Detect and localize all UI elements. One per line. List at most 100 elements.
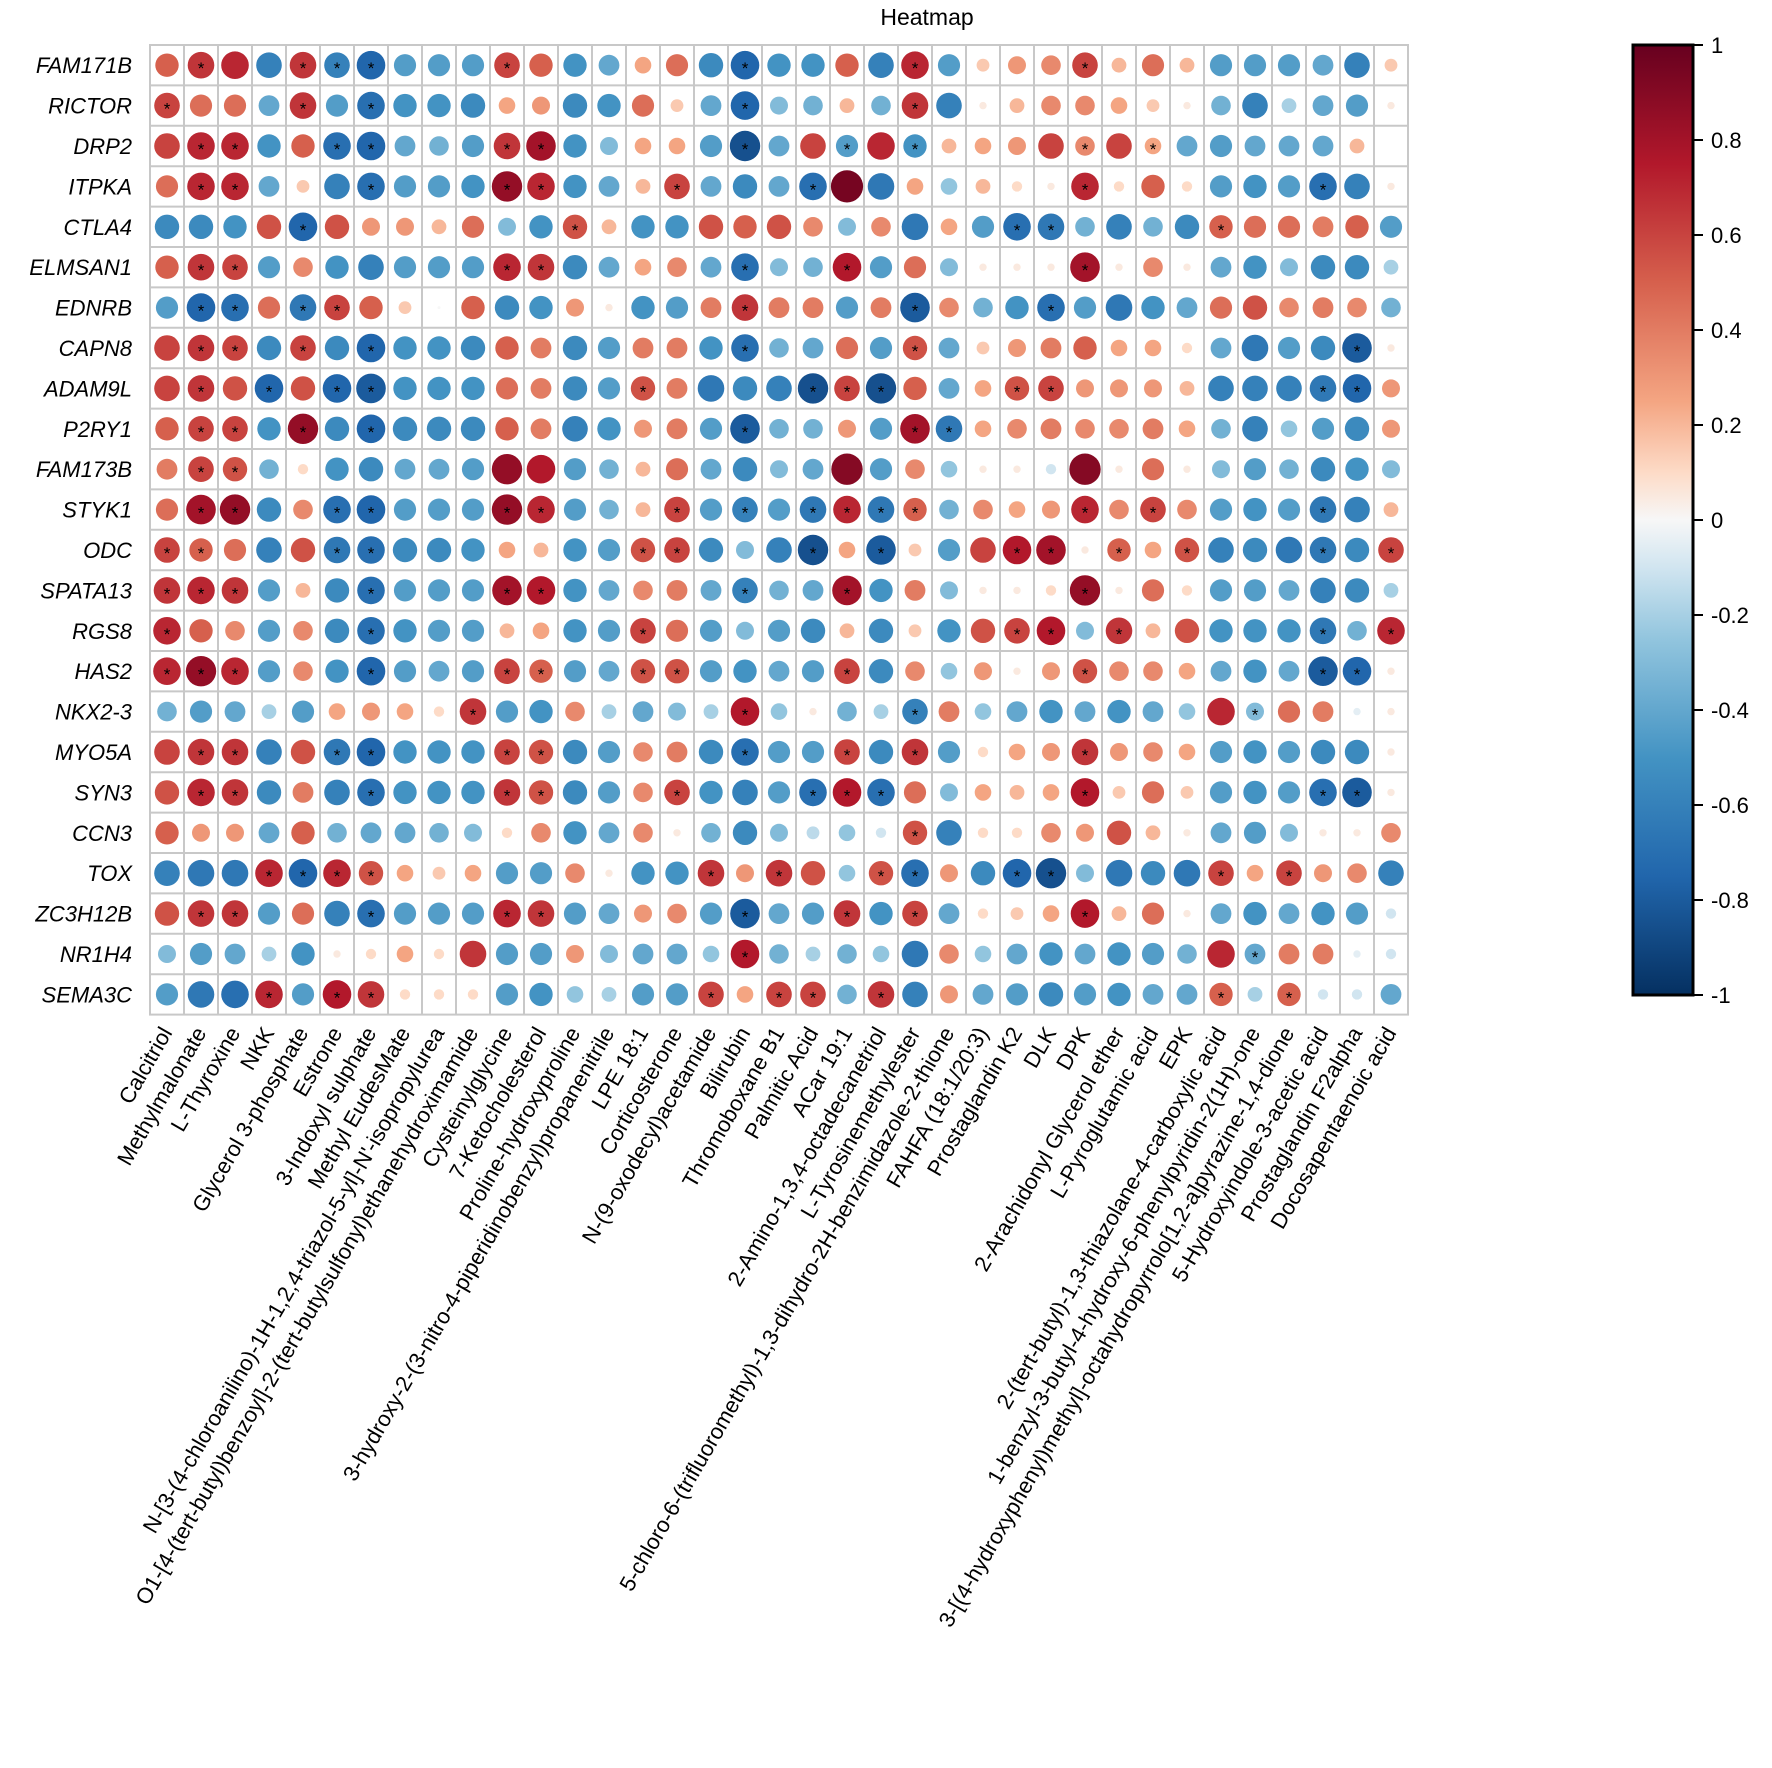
row-label: ADAM9L <box>42 376 132 401</box>
heatmap-cell <box>1243 54 1267 77</box>
heatmap-cell <box>940 258 958 277</box>
significance-star: * <box>368 504 375 523</box>
heatmap-cell <box>974 380 992 397</box>
heatmap-cell <box>1210 337 1232 359</box>
heatmap-cell <box>1207 940 1235 968</box>
heatmap-cell <box>155 983 179 1006</box>
heatmap-cell <box>322 980 352 1009</box>
heatmap-cell <box>1005 295 1029 320</box>
significance-star: * <box>1320 625 1327 644</box>
heatmap-cell <box>258 822 280 844</box>
heatmap-cell <box>562 255 588 280</box>
heatmap-cell <box>837 984 857 1005</box>
heatmap-cell <box>563 53 587 77</box>
heatmap-cell <box>598 176 620 197</box>
significance-star: * <box>946 423 953 442</box>
heatmap-cell <box>1074 943 1096 965</box>
heatmap-cell <box>223 94 247 117</box>
heatmap-cell <box>908 624 922 638</box>
heatmap-cell <box>1278 903 1300 924</box>
heatmap-cell <box>393 498 417 521</box>
heatmap-cell <box>900 292 930 323</box>
heatmap-cell <box>1277 740 1301 764</box>
heatmap-cell <box>426 537 452 563</box>
heatmap-cell <box>1105 859 1133 887</box>
heatmap-cell <box>1176 135 1198 157</box>
heatmap-cell <box>664 659 690 684</box>
heatmap-cell <box>527 253 555 281</box>
heatmap-cell <box>832 778 862 807</box>
heatmap-cell <box>699 902 723 925</box>
heatmap-cell <box>970 861 996 886</box>
heatmap-cell <box>293 257 313 278</box>
heatmap-cell <box>802 297 824 318</box>
heatmap-cell <box>630 659 656 684</box>
heatmap-cell <box>1107 942 1131 966</box>
heatmap-cell <box>1347 621 1367 641</box>
significance-star: * <box>368 665 375 684</box>
heatmap-cell <box>323 495 351 524</box>
heatmap-cell <box>869 901 893 926</box>
heatmap-cell <box>324 779 350 806</box>
heatmap-cell <box>1037 293 1065 322</box>
heatmap-cell <box>289 294 317 321</box>
heatmap-cell <box>225 621 245 641</box>
heatmap-cell <box>1039 942 1063 966</box>
heatmap-cell <box>1143 742 1163 762</box>
heatmap-cell <box>833 495 861 524</box>
heatmap-cell <box>631 215 655 239</box>
heatmap-cell <box>1317 989 1329 1000</box>
significance-star: * <box>742 948 749 967</box>
heatmap-cell <box>1010 907 1024 920</box>
colorbar-tick-label: 0.2 <box>1711 413 1742 438</box>
heatmap-cell <box>563 578 587 603</box>
heatmap-cell <box>901 92 929 119</box>
significance-star: * <box>844 786 851 805</box>
heatmap-cell <box>459 940 487 968</box>
heatmap-cell <box>289 92 317 119</box>
heatmap-cell <box>903 497 927 522</box>
heatmap-cell <box>461 498 485 521</box>
significance-star: * <box>164 100 171 119</box>
heatmap-cell <box>768 135 790 157</box>
heatmap-cell <box>324 294 350 321</box>
heatmap-cell <box>254 374 284 403</box>
heatmap-cell <box>563 134 587 158</box>
heatmap-cell <box>698 52 724 78</box>
heatmap-cell <box>837 944 857 964</box>
row-label: SYN3 <box>75 780 133 805</box>
heatmap-cell <box>498 97 516 114</box>
heatmap-cell <box>563 902 587 925</box>
heatmap-cell <box>1208 860 1234 886</box>
heatmap-cell <box>189 619 213 643</box>
heatmap-cell <box>970 618 996 643</box>
heatmap-cell <box>322 374 352 403</box>
heatmap-cell <box>835 336 859 360</box>
heatmap-cell <box>527 172 555 201</box>
heatmap-cell <box>1045 464 1057 475</box>
heatmap-cell <box>325 255 349 279</box>
significance-star: * <box>504 786 511 805</box>
heatmap-cell <box>257 619 281 642</box>
significance-star: * <box>368 382 375 401</box>
significance-star: * <box>1218 867 1225 886</box>
heatmap-cell <box>1105 294 1133 321</box>
column-labels: CalcitriolMethylmalonateL-ThyroxineNKKGl… <box>112 1022 1401 1631</box>
heatmap-cell <box>1209 175 1233 198</box>
heatmap-cell <box>1342 333 1372 363</box>
heatmap-cell <box>494 52 520 78</box>
heatmap-cell <box>1277 982 1301 1007</box>
heatmap-cell <box>429 823 449 843</box>
heatmap-cell <box>396 703 414 720</box>
heatmap-cell <box>938 903 960 924</box>
heatmap-cell <box>495 942 519 966</box>
heatmap-cell <box>154 901 180 926</box>
heatmap-cell <box>1382 379 1400 398</box>
heatmap-cell <box>1110 339 1128 357</box>
significance-star: * <box>300 221 307 240</box>
colorbar-legend: 1 0.8 0.6 0.4 0.2 0 -0.2 -0.4 -0.6 -0.8 -1 <box>1631 33 1749 1008</box>
heatmap-cell <box>1353 707 1361 716</box>
heatmap-cell <box>1382 460 1400 479</box>
heatmap-cell <box>664 537 690 563</box>
heatmap-cell <box>670 99 684 112</box>
